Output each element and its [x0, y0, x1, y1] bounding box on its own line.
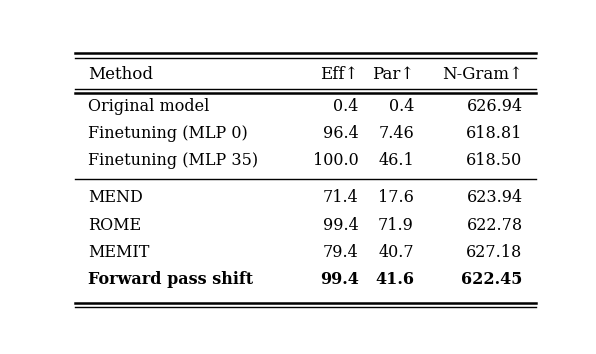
- Text: 79.4: 79.4: [323, 244, 359, 261]
- Text: Method: Method: [88, 67, 153, 84]
- Text: 623.94: 623.94: [467, 189, 523, 206]
- Text: 96.4: 96.4: [323, 125, 359, 142]
- Text: Finetuning (MLP 35): Finetuning (MLP 35): [88, 153, 259, 170]
- Text: 71.4: 71.4: [323, 189, 359, 206]
- Text: 40.7: 40.7: [378, 244, 414, 261]
- Text: Original model: Original model: [88, 98, 210, 115]
- Text: Finetuning (MLP 0): Finetuning (MLP 0): [88, 125, 248, 142]
- Text: Par↑: Par↑: [372, 67, 414, 84]
- Text: 0.4: 0.4: [389, 98, 414, 115]
- Text: MEND: MEND: [88, 189, 143, 206]
- Text: 100.0: 100.0: [313, 153, 359, 170]
- Text: 622.78: 622.78: [467, 217, 523, 234]
- Text: 618.81: 618.81: [466, 125, 523, 142]
- Text: 17.6: 17.6: [378, 189, 414, 206]
- Text: 627.18: 627.18: [466, 244, 523, 261]
- Text: 618.50: 618.50: [466, 153, 523, 170]
- Text: 626.94: 626.94: [467, 98, 523, 115]
- Text: 622.45: 622.45: [461, 271, 523, 289]
- Text: Eff↑: Eff↑: [320, 67, 359, 84]
- Text: ROME: ROME: [88, 217, 141, 234]
- Text: 7.46: 7.46: [378, 125, 414, 142]
- Text: Forward pass shift: Forward pass shift: [88, 271, 253, 289]
- Text: 71.9: 71.9: [378, 217, 414, 234]
- Text: 46.1: 46.1: [378, 153, 414, 170]
- Text: N-Gram↑: N-Gram↑: [442, 67, 523, 84]
- Text: 99.4: 99.4: [319, 271, 359, 289]
- Text: 0.4: 0.4: [333, 98, 359, 115]
- Text: 41.6: 41.6: [375, 271, 414, 289]
- Text: 99.4: 99.4: [323, 217, 359, 234]
- Text: MEMIT: MEMIT: [88, 244, 150, 261]
